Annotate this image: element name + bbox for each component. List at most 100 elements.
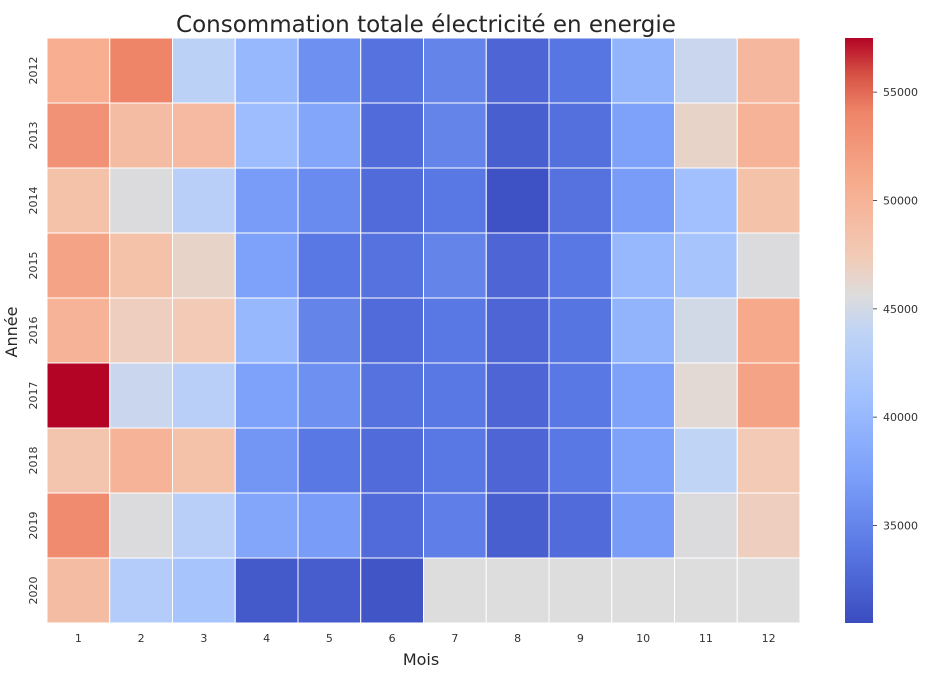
heatmap-cell (360, 102, 424, 169)
heatmap-cell (360, 297, 424, 364)
heatmap-cell (736, 232, 801, 299)
heatmap-cell (234, 232, 299, 299)
heatmap-cell (360, 557, 424, 624)
colorbar-tick-label: 45000 (883, 303, 918, 316)
heatmap-cell (172, 37, 236, 104)
heatmap-cell (360, 232, 424, 299)
heatmap-cell (109, 102, 173, 169)
heatmap-cell (234, 492, 299, 559)
heatmap-cell (297, 232, 362, 299)
x-tick-label: 12 (762, 632, 776, 645)
heatmap-cell (46, 492, 111, 559)
heatmap-cell (297, 297, 362, 364)
x-tick-label: 5 (326, 632, 333, 645)
heatmap-cell (297, 427, 362, 494)
heatmap-cell (360, 362, 424, 429)
heatmap-cell (172, 427, 236, 494)
heatmap-cell (485, 297, 550, 364)
heatmap-cell (485, 427, 550, 494)
heatmap-cell (611, 427, 675, 494)
heatmap-cell (736, 102, 801, 169)
heatmap-cell (109, 427, 173, 494)
heatmap-cell (234, 362, 299, 429)
heatmap-cell (46, 102, 111, 169)
heatmap-cell (611, 102, 675, 169)
heatmap-cell (611, 232, 675, 299)
heatmap-cell (109, 297, 173, 364)
x-tick-label: 1 (75, 632, 82, 645)
heatmap-cell (423, 167, 487, 234)
heatmap-cell (485, 492, 550, 559)
heatmap-cell (548, 102, 613, 169)
x-tick-label: 6 (389, 632, 396, 645)
heatmap-cell (423, 37, 487, 104)
colorbar-tick-label: 55000 (883, 86, 918, 99)
heatmap-cell (46, 37, 111, 104)
heatmap-cell (172, 557, 236, 624)
heatmap-cell (736, 362, 801, 429)
heatmap-cell (423, 557, 487, 624)
x-tick-label: 11 (699, 632, 713, 645)
heatmap-cell (674, 167, 738, 234)
heatmap-cell (297, 362, 362, 429)
heatmap-cell (485, 37, 550, 104)
heatmap-cell (611, 167, 675, 234)
x-tick-label: 9 (577, 632, 584, 645)
heatmap-cell (485, 362, 550, 429)
x-tick-label: 3 (200, 632, 207, 645)
heatmap-cell (611, 492, 675, 559)
colorbar-tick-label: 35000 (883, 520, 918, 533)
heatmap-cell (297, 102, 362, 169)
heatmap-cell (548, 492, 613, 559)
heatmap-cell (611, 297, 675, 364)
x-tick-label: 10 (636, 632, 650, 645)
heatmap-cell (234, 297, 299, 364)
heatmap-cell (485, 102, 550, 169)
heatmap-cell (172, 297, 236, 364)
heatmap-cell (674, 232, 738, 299)
heatmap-cell (736, 557, 801, 624)
heatmap-cell (423, 102, 487, 169)
heatmap-cell (485, 557, 550, 624)
x-tick-label: 2 (138, 632, 145, 645)
y-tick-label: 2018 (27, 447, 40, 475)
heatmap-cell (109, 362, 173, 429)
heatmap-cell (360, 167, 424, 234)
heatmap-cell (46, 232, 111, 299)
heatmap-cell (46, 362, 111, 429)
heatmap-cell (485, 167, 550, 234)
heatmap-cell (674, 427, 738, 494)
heatmap-cell (674, 297, 738, 364)
heatmap-cell (674, 102, 738, 169)
heatmap-cell (485, 232, 550, 299)
heatmap-cell (548, 167, 613, 234)
heatmap-cell (234, 167, 299, 234)
heatmap-cell (360, 37, 424, 104)
x-axis-label: Mois (403, 650, 439, 669)
y-tick-label: 2016 (27, 317, 40, 345)
heatmap-cell (548, 37, 613, 104)
heatmap-cell (611, 37, 675, 104)
heatmap-cell (46, 297, 111, 364)
heatmap-cell (736, 37, 801, 104)
heatmap-cell (548, 362, 613, 429)
heatmap-cell (736, 492, 801, 559)
heatmap-cell (109, 492, 173, 559)
heatmap-cell (736, 167, 801, 234)
heatmap-cell (172, 167, 236, 234)
heatmap-cell (736, 297, 801, 364)
heatmap-cell (109, 37, 173, 104)
heatmap-cell (109, 167, 173, 234)
heatmap-cell (736, 427, 801, 494)
heatmap-cell (423, 232, 487, 299)
heatmap-cell (172, 232, 236, 299)
heatmap-cell (297, 37, 362, 104)
y-tick-label: 2013 (27, 122, 40, 150)
y-axis-label: Année (2, 307, 21, 358)
heatmap-cell (109, 557, 173, 624)
heatmap-cell (297, 492, 362, 559)
y-tick-label: 2012 (27, 57, 40, 85)
heatmap-cell (611, 557, 675, 624)
heatmap-cell (46, 167, 111, 234)
